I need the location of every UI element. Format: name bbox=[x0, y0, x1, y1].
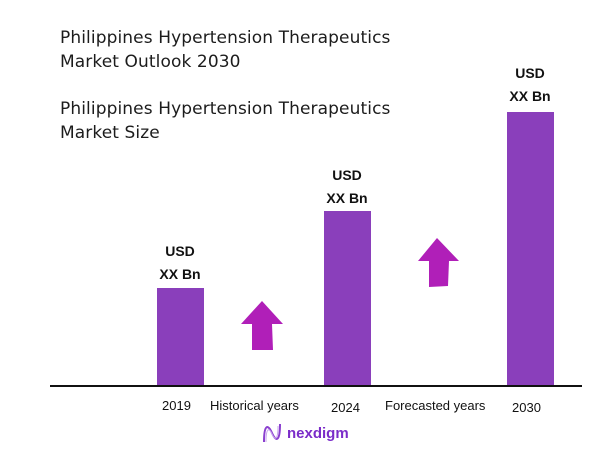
bar-label-currency: USD bbox=[165, 243, 195, 259]
x-tick-2019: 2019 bbox=[162, 398, 191, 413]
bar-2024 bbox=[324, 211, 371, 385]
arrow-up-icon bbox=[418, 238, 459, 287]
bar-2019 bbox=[157, 288, 204, 385]
nexdigm-logo: nexdigm bbox=[261, 422, 349, 444]
bar-label-value: XX Bn bbox=[159, 266, 201, 282]
bar-label-value: XX Bn bbox=[326, 190, 368, 206]
bar-label-currency: USD bbox=[332, 167, 362, 183]
chart-subtitle-line2: Market Size bbox=[60, 123, 160, 143]
bar-label-currency: USD bbox=[515, 65, 545, 81]
logo-text: nexdigm bbox=[287, 424, 349, 442]
x-tick-2030: 2030 bbox=[512, 400, 541, 415]
x-tick-2024: 2024 bbox=[331, 400, 360, 415]
bar-2030 bbox=[507, 112, 554, 385]
x-annotation-forecasted: Forecasted years bbox=[385, 398, 486, 413]
chart-subtitle-line1: Philippines Hypertension Therapeutics bbox=[60, 99, 391, 119]
bar-label-2024: USD XX Bn bbox=[317, 164, 377, 210]
chart-title-line2: Market Outlook 2030 bbox=[60, 52, 241, 72]
chart-subtitle: Philippines Hypertension Therapeutics Ma… bbox=[60, 97, 390, 145]
bar-label-value: XX Bn bbox=[509, 88, 551, 104]
bar-label-2019: USD XX Bn bbox=[150, 240, 210, 286]
x-axis-line bbox=[50, 385, 582, 387]
chart-title-line1: Philippines Hypertension Therapeutics bbox=[60, 28, 391, 48]
chart-title: Philippines Hypertension Therapeutics Ma… bbox=[60, 26, 390, 74]
bar-label-2030: USD XX Bn bbox=[500, 62, 560, 108]
arrow-up-icon bbox=[241, 301, 283, 350]
nexdigm-wave-icon bbox=[263, 423, 281, 443]
x-annotation-historical: Historical years bbox=[210, 398, 299, 413]
